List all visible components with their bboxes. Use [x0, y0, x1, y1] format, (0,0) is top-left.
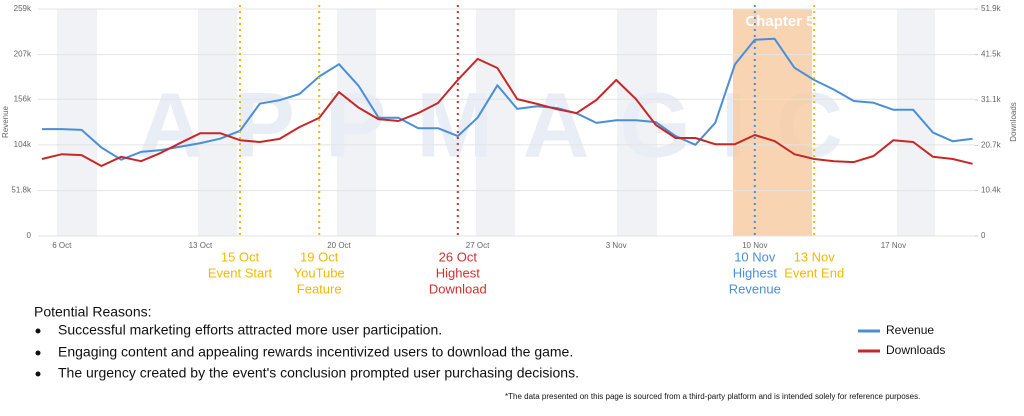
note: Engaging content and appealing rewards i… [58, 344, 573, 360]
weekend-band [476, 9, 515, 236]
x-tick-label: 10 Nov [742, 241, 767, 250]
chapter-band [733, 9, 812, 236]
marker-label: 13 Nov [794, 249, 836, 264]
marker-label: YouTube [294, 265, 345, 280]
marker-label: 19 Oct [300, 249, 339, 264]
marker-label: Highest [436, 265, 480, 280]
weekend-band [57, 9, 97, 236]
y2-tick-label: 10.4k [981, 186, 1002, 195]
note: The urgency created by the event's concl… [58, 365, 579, 381]
x-tick-label: 13 Oct [189, 241, 213, 250]
marker-label: Download [429, 281, 487, 296]
y2-tick-label: 41.5k [981, 50, 1002, 59]
bullet [35, 371, 41, 377]
weekend-band [198, 9, 237, 236]
marker-label: Feature [297, 281, 342, 296]
x-tick-label: 20 Oct [327, 241, 351, 250]
y-tick-label: 259k [14, 4, 32, 13]
note: Successful marketing efforts attracted m… [58, 322, 442, 338]
marker-label: 10 Nov [734, 249, 776, 264]
y-tick-label: 104k [14, 140, 32, 149]
marker-label: Revenue [729, 281, 781, 296]
y-tick-label: 0 [27, 231, 32, 240]
weekend-band [337, 9, 376, 236]
y-tick-label: 51.8k [11, 186, 32, 195]
marker-label: Event Start [208, 265, 273, 280]
weekend-band [897, 9, 935, 236]
y2-tick-label: 51.9k [981, 4, 1002, 13]
marker-label: 26 Oct [439, 249, 478, 264]
footnote: *The data presented on this page is sour… [505, 392, 920, 401]
x-tick-label: 17 Nov [881, 241, 906, 250]
band-label: Chapter 5 [745, 13, 814, 30]
marker-label: Event End [784, 265, 844, 280]
x-tick-label: 6 Oct [52, 241, 72, 250]
weekend-bands [57, 9, 935, 236]
y-tick-label: 207k [14, 50, 32, 59]
marker-label: Highest [733, 265, 777, 280]
y2-axis-label: Downloads [1009, 102, 1018, 142]
legend-label: Revenue [886, 323, 934, 337]
series-line [41, 57, 973, 167]
legend-label: Downloads [886, 343, 945, 357]
bullet [35, 350, 41, 356]
y-axis-label: Revenue [1, 105, 10, 138]
x-tick-label: 27 Oct [466, 241, 490, 250]
y2-tick-label: 0 [981, 231, 986, 240]
y2-tick-label: 20.7k [981, 141, 1002, 150]
series-line [42, 37, 973, 161]
notes-heading: Potential Reasons: [34, 304, 152, 320]
marker-label: 15 Oct [221, 249, 260, 264]
bullet [35, 328, 41, 334]
x-tick-label: 3 Nov [606, 241, 627, 250]
y2-tick-label: 31.1k [981, 95, 1002, 104]
y-tick-label: 156k [14, 94, 32, 103]
